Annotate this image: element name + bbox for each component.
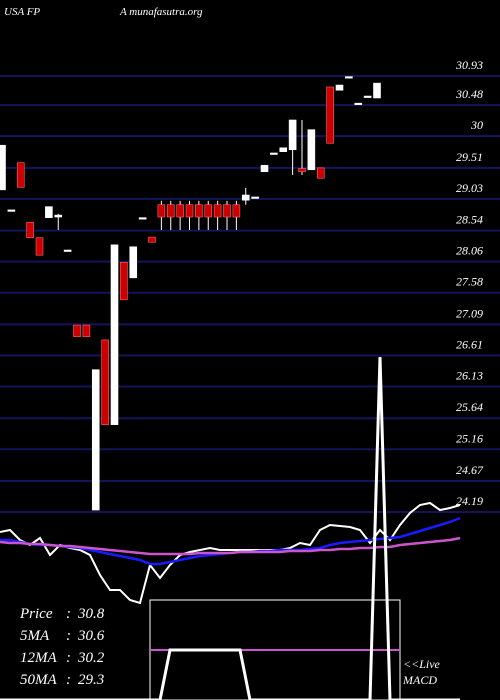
y-tick-label: 29.51 [456,150,483,164]
y-tick-label: 26.13 [456,369,483,383]
grid [0,75,500,513]
candle-body [345,76,353,79]
candle-body [26,221,34,239]
stat-value: 29.3 [78,672,104,688]
candle-body [54,214,63,218]
y-tick-label: 27.09 [456,306,483,320]
ma-line [0,516,461,566]
y-tick-label: 30.93 [455,58,483,72]
candle-body [251,196,259,199]
candle-body [138,217,147,220]
macd-label: MACD [402,673,437,687]
y-tick-label: 28.54 [456,213,483,227]
stat-label: Price [19,606,53,622]
stat-value: 30.8 [77,606,105,622]
candle-body [335,84,344,91]
candle-body [35,237,44,256]
candle-body [45,206,53,218]
y-tick-label: 25.64 [456,400,483,414]
stat-colon: : [66,672,71,688]
candle-body [326,86,334,144]
candle-body [185,204,194,218]
stat-colon: : [66,606,71,622]
y-tick-label: 24.67 [456,463,484,477]
candle-body [223,204,231,218]
chart-title: USA FP [4,6,40,18]
candle-body [0,144,6,191]
stat-colon: : [66,628,71,644]
stat-value: 30.2 [77,650,105,666]
candle-body [195,204,203,218]
candle-body [307,129,316,171]
candle-body [270,152,278,155]
candle-body [16,162,25,188]
macd-live: <<Live [403,657,441,671]
chart-subtitle: A munafasutra.org [119,6,203,18]
stat-value: 30.6 [77,628,105,644]
candle-body [176,204,184,218]
y-tick-label: 27.58 [456,275,483,289]
y-tick-label: 25.16 [456,431,483,445]
candle-body [373,82,381,99]
candle-body [316,167,325,179]
candle-body [363,95,372,98]
candle-body [120,262,128,301]
candle-body [213,204,222,218]
candle-body [157,204,166,218]
candle-body [91,369,100,511]
candle-body [110,244,119,425]
candle-body [279,147,288,152]
y-tick-label: 30.48 [455,87,483,101]
y-tick-label: 24.19 [456,494,483,508]
y-tick-label: 30 [470,118,483,132]
stat-label: 12MA [20,650,57,666]
y-tick-label: 29.03 [456,181,483,195]
candle-body [166,204,175,218]
stat-label: 50MA [20,672,57,688]
candle-body [354,102,363,105]
candle-body [232,204,241,218]
candle-body [7,209,16,212]
candle-body [101,339,109,425]
candle-body [148,236,156,243]
candle-body [260,164,269,173]
candle-body [73,324,81,337]
candle-body [129,246,138,279]
stat-label: 5MA [20,628,50,644]
y-tick-label: 28.06 [456,244,483,258]
ma-line [0,536,461,556]
candle-body [241,194,250,201]
stat-colon: : [66,650,71,666]
candle-body [204,204,213,218]
candle-body [63,249,72,252]
ma-line [0,501,461,605]
y-tick-label: 26.61 [456,337,483,351]
candle-body [82,324,91,337]
macd-line [0,356,460,700]
candle-body [288,119,297,151]
candle-body [298,168,306,173]
